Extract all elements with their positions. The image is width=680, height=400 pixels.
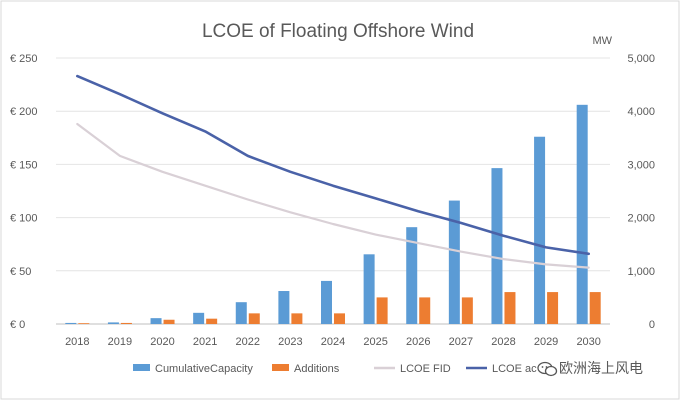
right-tick-label: 3,000 xyxy=(627,159,655,171)
lines-group xyxy=(76,74,591,269)
x-tick-label: 2027 xyxy=(449,336,473,348)
left-tick-label: € 250 xyxy=(10,53,38,65)
right-tick-label: 4,000 xyxy=(627,106,655,118)
x-tick-label: 2022 xyxy=(236,336,260,348)
bar-cumulativecapacity xyxy=(150,318,162,324)
bar-additions xyxy=(589,292,601,324)
bar-cumulativecapacity xyxy=(534,136,546,324)
line-lcoe-fid xyxy=(76,122,590,269)
bar-additions xyxy=(291,313,303,324)
x-axis-ticks: 2018 2019 2020 2021 2022 2023 2024 2025 2026 2027… xyxy=(65,336,601,348)
x-tick-label: 2030 xyxy=(576,336,600,348)
left-axis-ticks: € 0 € 50 € 100 € 150 € 200 € 250 xyxy=(10,53,38,331)
legend: CumulativeCapacity Additions LCOE FID LCOE … xyxy=(133,363,537,375)
bar-additions xyxy=(547,292,559,324)
bar-cumulativecapacity xyxy=(406,227,418,324)
bar-additions xyxy=(248,313,260,324)
chart-title: LCOE of Floating Offshore Wind xyxy=(202,21,474,42)
bar-cumulativecapacity xyxy=(576,104,588,324)
chat-bubble-icon xyxy=(537,361,558,377)
line-lcoe-ac xyxy=(76,74,591,256)
bar-additions xyxy=(419,297,431,324)
bar-additions xyxy=(504,292,516,324)
bar-cumulativecapacity xyxy=(65,322,77,324)
legend-swatch-additions xyxy=(272,364,289,371)
x-tick-label: 2025 xyxy=(363,336,387,348)
x-tick-label: 2023 xyxy=(278,336,302,348)
right-tick-label: 1,000 xyxy=(627,266,655,278)
x-tick-label: 2019 xyxy=(108,336,132,348)
bar-cumulativecapacity xyxy=(193,312,205,324)
right-tick-label: 2,000 xyxy=(627,213,655,225)
bar-additions xyxy=(206,318,218,324)
left-tick-label: € 200 xyxy=(10,106,38,118)
bar-cumulativecapacity xyxy=(363,254,375,324)
bar-cumulativecapacity xyxy=(448,200,460,324)
legend-swatch-cumulativecapacity xyxy=(133,364,150,371)
bar-additions xyxy=(461,297,473,324)
bar-additions xyxy=(163,319,175,324)
bar-additions xyxy=(78,323,90,324)
right-tick-label: 0 xyxy=(649,319,655,331)
x-tick-label: 2018 xyxy=(65,336,89,348)
left-tick-label: € 150 xyxy=(10,159,38,171)
bar-cumulativecapacity xyxy=(321,280,332,324)
right-axis-ticks: 0 1,000 2,000 3,000 4,000 5,000 xyxy=(627,53,655,331)
x-tick-label: 2020 xyxy=(150,336,174,348)
x-tick-label: 2028 xyxy=(491,336,515,348)
bar-additions xyxy=(120,322,132,324)
bar-additions xyxy=(376,297,388,324)
watermark: 欧洲海上风电 xyxy=(537,360,643,377)
bar-additions xyxy=(334,313,345,324)
right-axis-unit: MW xyxy=(592,35,612,47)
left-tick-label: € 100 xyxy=(10,213,38,225)
x-tick-label: 2024 xyxy=(321,336,345,348)
bar-cumulativecapacity xyxy=(278,291,290,324)
bars-group xyxy=(65,104,601,324)
x-tick-label: 2021 xyxy=(193,336,217,348)
legend-label-lcoe-fid: LCOE FID xyxy=(400,363,451,375)
left-tick-label: € 0 xyxy=(10,319,25,331)
legend-label-cumulativecapacity: CumulativeCapacity xyxy=(155,363,253,375)
x-tick-label: 2026 xyxy=(406,336,430,348)
legend-label-additions: Additions xyxy=(294,363,340,375)
bar-cumulativecapacity xyxy=(491,168,503,324)
right-tick-label: 5,000 xyxy=(627,53,655,65)
legend-label-lcoe-ac: LCOE ac xyxy=(492,363,537,375)
grid-lines xyxy=(56,57,610,325)
bar-cumulativecapacity xyxy=(235,302,247,324)
bar-cumulativecapacity xyxy=(107,322,119,324)
left-tick-label: € 50 xyxy=(10,266,31,278)
x-tick-label: 2029 xyxy=(534,336,558,348)
watermark-text: 欧洲海上风电 xyxy=(559,360,643,376)
